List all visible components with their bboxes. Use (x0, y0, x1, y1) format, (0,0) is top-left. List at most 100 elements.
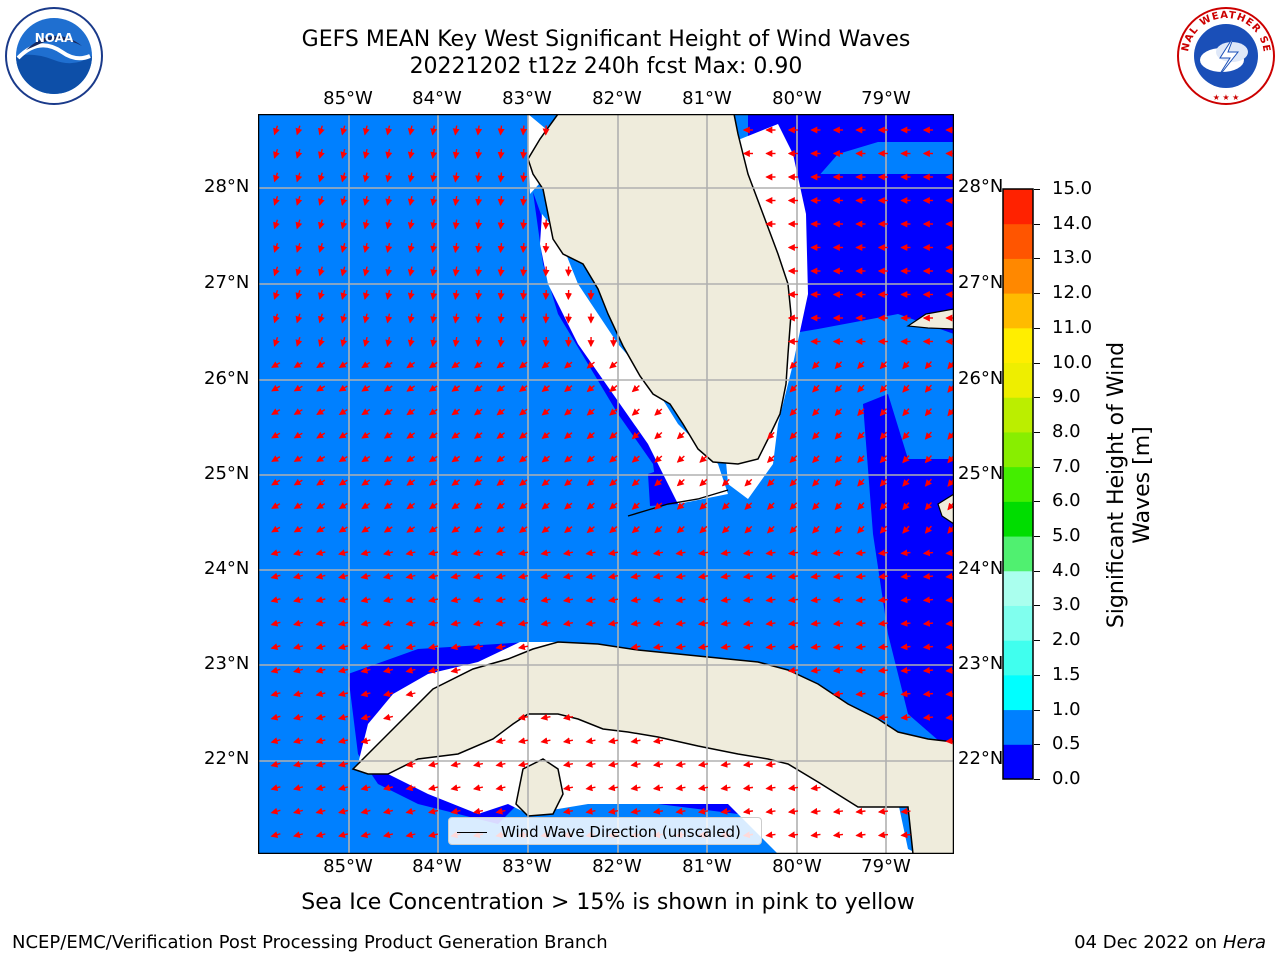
wave-direction-arrow (452, 313, 460, 324)
wave-direction-arrow (406, 361, 416, 369)
wave-direction-arrow (902, 478, 910, 487)
wave-direction-arrow (385, 125, 393, 136)
wave-direction-arrow (273, 337, 280, 347)
wave-direction-arrow (607, 760, 619, 768)
wave-direction-arrow (451, 478, 461, 486)
wave-direction-arrow (293, 737, 304, 745)
wave-direction-arrow (765, 831, 776, 839)
wave-direction-arrow (879, 502, 888, 511)
wave-direction-arrow (832, 643, 844, 651)
wave-direction-arrow (652, 619, 664, 627)
wave-direction-arrow (789, 478, 798, 487)
lat-label-right: 22°N (958, 748, 1004, 769)
star-icon: ★ ★ ★ (1213, 93, 1240, 102)
wave-direction-arrow (271, 361, 281, 368)
lon-label-top: 80°W (772, 88, 822, 109)
wave-direction-arrow (654, 502, 663, 510)
wave-direction-arrow (428, 525, 438, 533)
wave-direction-arrow (519, 478, 528, 486)
wave-direction-arrow (382, 572, 394, 580)
wave-direction-arrow (270, 643, 281, 651)
wave-direction-arrow (316, 361, 326, 368)
colorbar-segment (1003, 189, 1033, 225)
colorbar-tick-mark (1034, 362, 1040, 364)
wave-direction-arrow (652, 784, 664, 792)
wave-direction-arrow (900, 713, 911, 721)
wave-direction-arrow (520, 219, 528, 230)
wave-direction-arrow (857, 384, 865, 393)
colorbar-tick-mark (1034, 189, 1040, 190)
wave-direction-arrow (787, 831, 799, 839)
wave-direction-arrow (385, 219, 393, 230)
wave-direction-arrow (472, 784, 484, 792)
wave-direction-arrow (383, 361, 393, 369)
colorbar-tick-label: 1.0 (1052, 698, 1081, 720)
colorbar-tick-mark (1034, 744, 1040, 746)
wave-direction-arrow (472, 643, 484, 651)
wave-direction-arrow (789, 408, 798, 417)
wave-direction-arrow (812, 478, 820, 487)
wave-direction-arrow (834, 431, 843, 440)
wave-direction-arrow (497, 289, 505, 301)
wave-direction-arrow (877, 666, 889, 674)
wave-direction-arrow (318, 172, 325, 183)
colorbar-tick-label: 2.0 (1052, 629, 1081, 651)
wave-direction-arrow (832, 831, 844, 839)
wave-direction-arrow (385, 195, 393, 207)
wave-direction-arrow (766, 525, 775, 534)
wave-direction-arrow (385, 242, 393, 254)
wave-direction-arrow (742, 643, 754, 651)
wave-direction-arrow (430, 148, 438, 160)
wave-direction-arrow (900, 549, 911, 557)
colorbar-tick-label: 14.0 (1052, 212, 1093, 234)
wave-direction-arrow (473, 478, 483, 486)
wave-direction-arrow (337, 737, 349, 745)
wave-direction-arrow (697, 643, 709, 651)
wave-direction-arrow (273, 219, 280, 230)
nws-logo: NATIONAL WEATHER SERVICE ★ ★ ★ (1176, 6, 1275, 105)
wave-direction-arrow (295, 313, 303, 324)
lat-label-left: 26°N (204, 368, 250, 389)
wave-direction-arrow (585, 572, 596, 580)
wave-direction-arrow (520, 242, 528, 254)
wave-direction-arrow (293, 690, 304, 698)
wave-direction-arrow (475, 219, 483, 230)
wave-direction-arrow (316, 455, 326, 462)
lat-label-right: 26°N (958, 368, 1004, 389)
wave-direction-arrow (654, 431, 663, 440)
lon-label-bottom: 79°W (861, 856, 911, 877)
wave-direction-arrow (924, 478, 933, 487)
wave-direction-arrow (270, 666, 281, 674)
wave-direction-arrow (497, 125, 505, 136)
wave-direction-arrow (428, 408, 438, 416)
wave-direction-arrow (789, 384, 798, 393)
wave-direction-arrow (609, 455, 618, 463)
wave-direction-arrow (385, 172, 393, 183)
wave-direction-arrow (475, 336, 483, 348)
wave-direction-arrow (810, 643, 821, 651)
wave-direction-arrow (855, 549, 866, 557)
wave-direction-arrow (293, 384, 303, 392)
wave-direction-arrow (630, 643, 641, 651)
wave-direction-arrow (542, 313, 550, 324)
wave-direction-arrow (362, 172, 370, 183)
wave-direction-arrow (295, 336, 303, 347)
wave-direction-arrow (742, 807, 754, 815)
wave-direction-arrow (900, 666, 911, 674)
wave-direction-arrow (564, 384, 573, 393)
colorbar-tick-label: 11.0 (1052, 316, 1093, 338)
wave-direction-arrow (630, 760, 641, 768)
wave-direction-arrow (315, 643, 326, 651)
wave-direction-arrow (293, 478, 303, 486)
wave-direction-arrow (586, 455, 595, 463)
wave-direction-arrow (473, 408, 483, 416)
wave-direction-arrow (496, 455, 506, 463)
wave-direction-arrow (428, 431, 438, 439)
wave-direction-arrow (293, 596, 304, 604)
wave-direction-arrow (270, 572, 281, 580)
wave-direction-arrow (337, 619, 349, 627)
wave-direction-arrow (562, 784, 574, 792)
wave-direction-arrow (902, 502, 910, 511)
wave-direction-arrow (720, 619, 731, 627)
wave-direction-arrow (451, 455, 461, 463)
